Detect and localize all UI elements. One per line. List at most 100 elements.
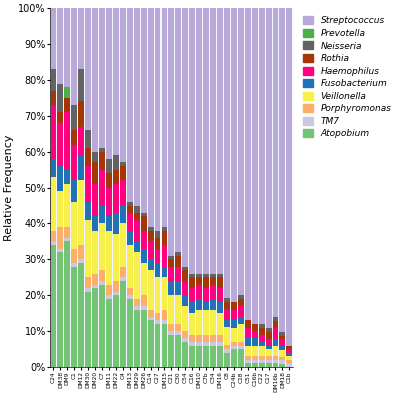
Bar <box>127 213 133 230</box>
Bar <box>238 299 244 306</box>
Bar <box>259 324 264 327</box>
Bar <box>58 166 63 191</box>
Bar <box>71 249 77 263</box>
Bar <box>162 8 168 227</box>
Bar <box>50 91 56 105</box>
Bar <box>99 8 105 148</box>
Bar <box>189 303 195 313</box>
Bar <box>162 310 168 320</box>
Bar <box>238 295 244 299</box>
Bar <box>141 213 147 216</box>
Bar <box>238 324 244 342</box>
Bar <box>272 321 278 328</box>
Bar <box>238 342 244 345</box>
Bar <box>64 87 70 98</box>
Bar <box>71 267 77 367</box>
Bar <box>245 338 251 345</box>
Bar <box>280 336 285 339</box>
Bar <box>231 327 237 342</box>
Bar <box>176 252 181 256</box>
Bar <box>217 313 223 335</box>
Bar <box>203 345 209 367</box>
Bar <box>99 148 105 152</box>
Bar <box>203 303 209 310</box>
Bar <box>196 274 202 277</box>
Bar <box>272 356 278 360</box>
Bar <box>196 277 202 284</box>
Bar <box>71 145 77 181</box>
Bar <box>189 274 195 277</box>
Bar <box>280 364 285 367</box>
Bar <box>231 8 237 303</box>
Bar <box>64 242 70 367</box>
Bar <box>106 295 112 299</box>
Bar <box>189 8 195 274</box>
Bar <box>78 127 84 155</box>
Bar <box>245 360 251 364</box>
Bar <box>203 310 209 335</box>
Bar <box>71 202 77 249</box>
Bar <box>85 166 91 202</box>
Bar <box>210 310 216 335</box>
Bar <box>224 327 230 345</box>
Bar <box>238 349 244 367</box>
Bar <box>238 8 244 295</box>
Bar <box>64 238 70 242</box>
Bar <box>259 342 264 345</box>
Bar <box>78 181 84 245</box>
Bar <box>141 230 147 249</box>
Bar <box>280 350 285 356</box>
Bar <box>168 281 174 295</box>
Bar <box>120 166 126 181</box>
Bar <box>127 8 133 202</box>
Bar <box>176 324 181 331</box>
Bar <box>272 317 278 321</box>
Bar <box>50 242 56 245</box>
Bar <box>141 8 147 213</box>
Bar <box>245 356 251 360</box>
Bar <box>85 8 91 130</box>
Bar <box>113 234 119 281</box>
Bar <box>280 346 285 350</box>
Bar <box>64 8 70 87</box>
Bar <box>224 349 230 352</box>
Bar <box>134 252 140 299</box>
Bar <box>266 364 272 367</box>
Bar <box>224 309 230 320</box>
Bar <box>266 360 272 364</box>
Bar <box>224 320 230 327</box>
Bar <box>272 346 278 356</box>
Bar <box>203 274 209 277</box>
Bar <box>272 360 278 364</box>
Bar <box>141 310 147 367</box>
Bar <box>58 249 63 252</box>
Bar <box>252 331 258 338</box>
Y-axis label: Relative Frequency: Relative Frequency <box>4 134 14 241</box>
Bar <box>162 227 168 230</box>
Bar <box>106 299 112 367</box>
Bar <box>286 349 292 353</box>
Bar <box>252 345 258 356</box>
Bar <box>148 310 154 317</box>
Bar <box>127 202 133 206</box>
Bar <box>182 270 188 281</box>
Bar <box>106 188 112 216</box>
Bar <box>266 8 272 328</box>
Bar <box>148 317 154 320</box>
Bar <box>203 277 209 288</box>
Bar <box>154 263 160 277</box>
Bar <box>134 299 140 306</box>
Bar <box>196 335 202 342</box>
Bar <box>92 184 98 216</box>
Bar <box>154 238 160 249</box>
Bar <box>64 184 70 227</box>
Bar <box>50 105 56 159</box>
Bar <box>266 331 272 339</box>
Bar <box>231 303 237 310</box>
Bar <box>148 320 154 367</box>
Bar <box>58 252 63 367</box>
Bar <box>266 349 272 356</box>
Bar <box>64 227 70 238</box>
Bar <box>134 206 140 213</box>
Bar <box>113 8 119 155</box>
